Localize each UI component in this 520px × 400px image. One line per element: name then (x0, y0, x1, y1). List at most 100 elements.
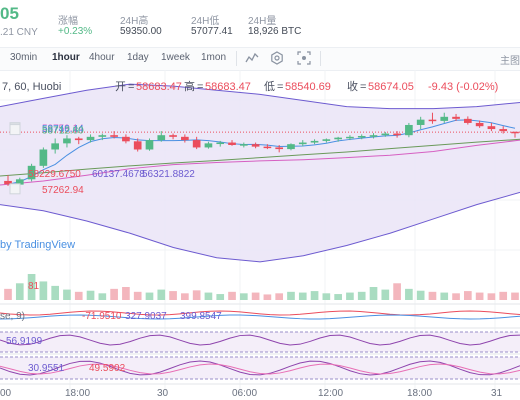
volume-bar (440, 292, 449, 300)
indicators-icon[interactable] (245, 51, 259, 65)
volume-bar (169, 291, 177, 300)
legend-low: 58540.69 (285, 81, 331, 93)
kdj-value: 30.9551 (28, 363, 65, 374)
ma-blue-line (7, 119, 516, 185)
candle-body (322, 139, 331, 141)
ma-value-label: 60137.4678 (92, 169, 145, 180)
legend-close-label: 收 (347, 79, 358, 93)
volume-bar (393, 283, 401, 300)
toolbar-divider (236, 51, 237, 66)
candle-body (74, 138, 83, 141)
candle-body (192, 140, 201, 148)
candle-body (63, 138, 71, 144)
legend-high-eq: = (197, 81, 203, 93)
ticker-header: 05 .21 CNY 涨幅 +0.23% 24H高 59350.00 24H低 … (0, 0, 520, 44)
candle-body (440, 116, 449, 121)
candle-body (216, 142, 225, 145)
interval-4hour[interactable]: 4hour (89, 52, 115, 63)
candle-body (228, 142, 236, 145)
candle-body (15, 179, 24, 185)
volume-bar (428, 291, 437, 300)
macd-value: 327.9037 (125, 311, 167, 322)
interval-1week[interactable]: 1week (161, 52, 190, 63)
settings-icon[interactable] (270, 51, 284, 65)
legend-change: -9.43 (-0.02%) (428, 81, 498, 93)
candle-body (416, 119, 425, 125)
candle-body (98, 135, 107, 137)
ma-value-label: 56321.8822 (142, 169, 195, 180)
volume-bar (39, 281, 48, 300)
interval-1hour[interactable]: 1hour (52, 52, 80, 63)
volume-bar (334, 294, 342, 300)
volume-pane: 81 (4, 274, 519, 300)
volume-bar (15, 283, 24, 300)
legend-open-eq: = (128, 81, 134, 93)
price-cny: .21 CNY (0, 27, 38, 38)
candle-body (157, 135, 166, 141)
ma-value-label: 58229.6750 (28, 169, 81, 180)
candle-body (452, 116, 460, 119)
ma-pink-line (0, 139, 520, 186)
candle-body (110, 135, 118, 137)
volume-bar (369, 287, 378, 300)
high-stat: 24H高 59350.00 (120, 12, 162, 37)
legend-low-label: 低 (264, 80, 275, 93)
interval-30min[interactable]: 30min (10, 52, 38, 63)
change-label: 涨幅 (58, 16, 78, 27)
volume-bar (287, 291, 295, 300)
volume-bar (239, 293, 248, 300)
screenshot-icon[interactable] (297, 51, 311, 65)
change-value: +0.23% (58, 26, 93, 37)
volume-bar (464, 291, 472, 300)
price-label: 57262.94 (42, 185, 84, 196)
candle-body (51, 143, 59, 150)
volume-bar (511, 292, 519, 300)
interval-1day[interactable]: 1day (127, 52, 149, 63)
volume-bar (251, 292, 260, 300)
main-chart-toggle[interactable]: 主图 (500, 56, 520, 67)
candle-body (298, 142, 307, 145)
macd-value: 399.8547 (180, 311, 222, 322)
pane-control-icon (9, 183, 21, 195)
time-tick-label: 00 (0, 388, 12, 399)
volume-bar (322, 293, 331, 300)
kdj-band (0, 357, 520, 379)
volume-bar (204, 292, 213, 300)
legend-low-eq: = (277, 81, 283, 93)
chart-toolbar: 30min 1hour 4hour 1day 1week 1mon 主图 (0, 47, 520, 71)
volume-bar (381, 289, 390, 300)
candle-body (204, 143, 213, 148)
volume-bar (181, 293, 189, 300)
volume-stat: 24H量 18,926 BTC (248, 12, 301, 37)
candle-body (27, 165, 36, 180)
candle-body (39, 149, 48, 166)
rsi-line (0, 334, 520, 346)
toolbar-divider-2 (320, 51, 321, 66)
candle-body (464, 118, 472, 123)
candle-body (346, 136, 354, 139)
kdj-value: 49.5902 (89, 363, 126, 374)
candle-body (475, 122, 484, 127)
volume-bar (63, 289, 71, 300)
volume-bar (275, 293, 284, 300)
macd-signal-line (0, 314, 520, 320)
volume-bar (157, 289, 166, 300)
candle-body (181, 136, 189, 141)
high-value: 59350.00 (120, 26, 162, 37)
candle-body (428, 119, 437, 122)
high-label: 24H高 (120, 16, 149, 27)
volume-bar (98, 293, 107, 300)
interval-1mon[interactable]: 1mon (201, 52, 227, 63)
legend-open-label: 开 (115, 81, 126, 93)
volume-bar (122, 287, 130, 300)
volume-bar (133, 291, 142, 300)
bollinger-lower-line (0, 191, 520, 263)
candle-body (381, 133, 390, 136)
legend-high-label: 高 (184, 79, 195, 93)
low-value: 57077.41 (191, 26, 233, 37)
rsi-pane: 56.9199 (0, 327, 520, 353)
candle-body (310, 140, 319, 143)
volume-bar (310, 291, 319, 300)
